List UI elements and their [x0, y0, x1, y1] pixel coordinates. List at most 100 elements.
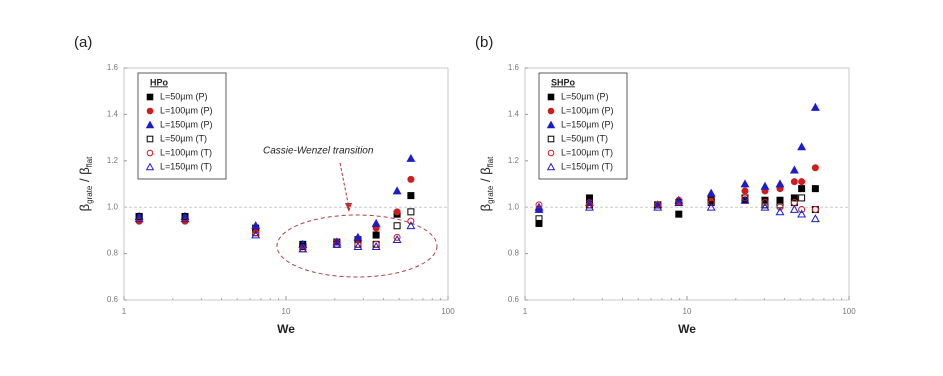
panel-label: (b) — [475, 34, 493, 51]
y-axis-label-part: grate — [85, 185, 94, 204]
y-tick-label: 1.2 — [107, 156, 119, 165]
legend-marker — [145, 162, 155, 171]
data-point — [393, 208, 401, 216]
y-tick-label: 1.4 — [107, 110, 119, 119]
data-point — [585, 202, 594, 211]
transition-ellipse — [276, 214, 438, 278]
data-point — [761, 201, 769, 209]
legend-marker — [146, 135, 154, 143]
legend-label: L=150µm (T) — [561, 161, 613, 171]
y-axis-label-part: β — [77, 204, 92, 211]
data-point — [407, 175, 415, 183]
data-point — [135, 212, 143, 220]
data-point — [760, 202, 770, 211]
data-point — [707, 199, 715, 207]
legend-marker — [547, 149, 555, 157]
data-point — [810, 102, 820, 111]
legend-label: L=100µm (P) — [561, 105, 613, 115]
data-point — [535, 201, 543, 209]
legend-title: HPo — [150, 77, 169, 87]
panel-label: (a) — [74, 34, 92, 51]
data-point — [535, 219, 543, 227]
legend-label: L=50µm (T) — [160, 133, 207, 143]
y-tick-label: 0.8 — [107, 249, 119, 258]
data-point — [674, 197, 684, 206]
data-point — [741, 187, 749, 195]
y-tick-label: 1.6 — [508, 63, 520, 72]
arrow-head — [345, 203, 352, 212]
y-axis-label-part: grate — [486, 185, 495, 204]
x-tick-label: 100 — [441, 307, 455, 316]
data-point — [789, 204, 799, 213]
data-point — [811, 185, 819, 193]
data-point — [299, 243, 307, 251]
y-axis-label-part: / β — [77, 167, 92, 185]
y-tick-label: 0.6 — [107, 295, 119, 304]
y-tick-label: 0.8 — [508, 249, 520, 258]
data-point — [535, 215, 543, 223]
data-point — [372, 231, 380, 239]
legend-label: L=50µm (T) — [561, 133, 608, 143]
legend-title: SHPo — [551, 77, 576, 87]
data-point — [776, 203, 784, 211]
y-axis-label: βgrate / βflat — [478, 156, 495, 211]
y-tick-label: 1.4 — [508, 110, 520, 119]
data-point — [706, 188, 716, 197]
data-point — [392, 186, 402, 195]
legend-marker — [547, 107, 555, 115]
data-point — [181, 212, 189, 220]
x-axis-label: We — [277, 322, 295, 336]
data-point — [654, 201, 662, 209]
legend-marker — [145, 120, 155, 129]
data-point — [811, 206, 819, 214]
data-point — [332, 239, 342, 248]
data-point — [372, 240, 380, 248]
data-point — [134, 214, 144, 223]
y-tick-label: 1.0 — [508, 202, 520, 211]
y-axis-label-part: β — [478, 204, 493, 211]
legend-marker — [146, 93, 154, 101]
data-point — [371, 218, 381, 227]
legend-label: L=150µm (P) — [160, 119, 212, 129]
data-point — [798, 185, 806, 193]
legend-label: L=100µm (T) — [160, 147, 212, 157]
data-point — [760, 181, 770, 190]
data-point — [653, 202, 663, 211]
data-point — [798, 178, 806, 186]
data-point — [775, 179, 785, 188]
data-point — [798, 206, 806, 214]
data-point — [790, 194, 798, 202]
data-point — [393, 233, 401, 241]
data-point — [407, 217, 415, 225]
x-tick-label: 1 — [122, 307, 127, 316]
legend-marker — [146, 149, 154, 157]
legend-label: L=150µm (T) — [160, 161, 212, 171]
data-point — [675, 196, 683, 204]
y-tick-label: 0.6 — [508, 295, 520, 304]
legend-label: L=100µm (T) — [561, 147, 613, 157]
data-point — [534, 204, 544, 213]
legend-label: L=50µm (P) — [561, 91, 608, 101]
data-point — [797, 142, 807, 151]
data-point — [406, 221, 416, 230]
data-point — [790, 178, 798, 186]
data-point — [706, 202, 716, 211]
data-point — [298, 244, 308, 253]
legend-label: L=50µm (P) — [160, 91, 207, 101]
data-point — [251, 230, 261, 239]
x-axis-label: We — [678, 322, 696, 336]
data-point — [761, 199, 769, 207]
legend-label: L=150µm (P) — [561, 119, 613, 129]
legend-marker — [547, 93, 555, 101]
data-point — [354, 240, 362, 248]
y-tick-label: 1.6 — [107, 63, 119, 72]
data-point — [776, 196, 784, 204]
y-axis-label-part: flat — [85, 156, 94, 167]
data-point — [407, 208, 415, 216]
data-point — [775, 207, 785, 216]
legend-marker — [547, 135, 555, 143]
y-tick-label: 1.0 — [107, 202, 119, 211]
data-point — [371, 242, 381, 251]
x-tick-label: 10 — [282, 307, 291, 316]
